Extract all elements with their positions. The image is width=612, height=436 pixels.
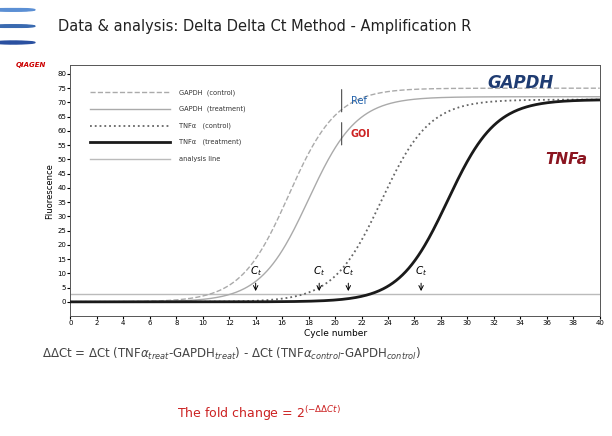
Circle shape (0, 25, 24, 27)
Circle shape (0, 41, 18, 44)
Circle shape (0, 25, 18, 27)
Text: The fold change = $2^{(-\Delta\Delta Ct)}$: The fold change = $2^{(-\Delta\Delta Ct)… (177, 404, 341, 422)
Circle shape (8, 25, 35, 27)
Text: GOI: GOI (351, 129, 371, 139)
Circle shape (0, 41, 24, 44)
Text: $C_t$: $C_t$ (415, 264, 427, 290)
Text: TNFα   (control): TNFα (control) (179, 122, 231, 129)
Circle shape (2, 41, 29, 44)
Text: GAPDH  (control): GAPDH (control) (179, 89, 235, 96)
X-axis label: Cycle number: Cycle number (304, 329, 367, 338)
Text: Ref: Ref (351, 96, 367, 106)
Y-axis label: Fluorescence: Fluorescence (45, 163, 54, 219)
Text: TNFa: TNFa (546, 152, 588, 167)
Text: GAPDH  (treatment): GAPDH (treatment) (179, 106, 245, 112)
Text: QIAGEN: QIAGEN (16, 62, 47, 68)
Text: ⧉  Clip slide: ⧉ Clip slide (524, 20, 592, 30)
Text: TNFα   (treatment): TNFα (treatment) (179, 139, 241, 145)
Circle shape (8, 9, 35, 11)
Circle shape (8, 41, 35, 44)
Circle shape (0, 9, 18, 11)
Text: Data & analysis: Delta Delta Ct Method - Amplification R: Data & analysis: Delta Delta Ct Method -… (58, 19, 471, 34)
Text: $C_t$: $C_t$ (250, 264, 262, 290)
Circle shape (0, 9, 24, 11)
Text: $\Delta\Delta$Ct = $\Delta$Ct (TNF$\alpha_{treat}$-GAPDH$_{treat}$) - $\Delta$Ct: $\Delta\Delta$Ct = $\Delta$Ct (TNF$\alph… (42, 346, 420, 362)
Text: $C_t$: $C_t$ (313, 264, 326, 290)
Text: $C_t$: $C_t$ (342, 264, 354, 290)
Circle shape (2, 25, 29, 27)
Circle shape (2, 9, 29, 11)
Text: GAPDH: GAPDH (487, 74, 553, 92)
Text: analysis line: analysis line (179, 156, 220, 162)
